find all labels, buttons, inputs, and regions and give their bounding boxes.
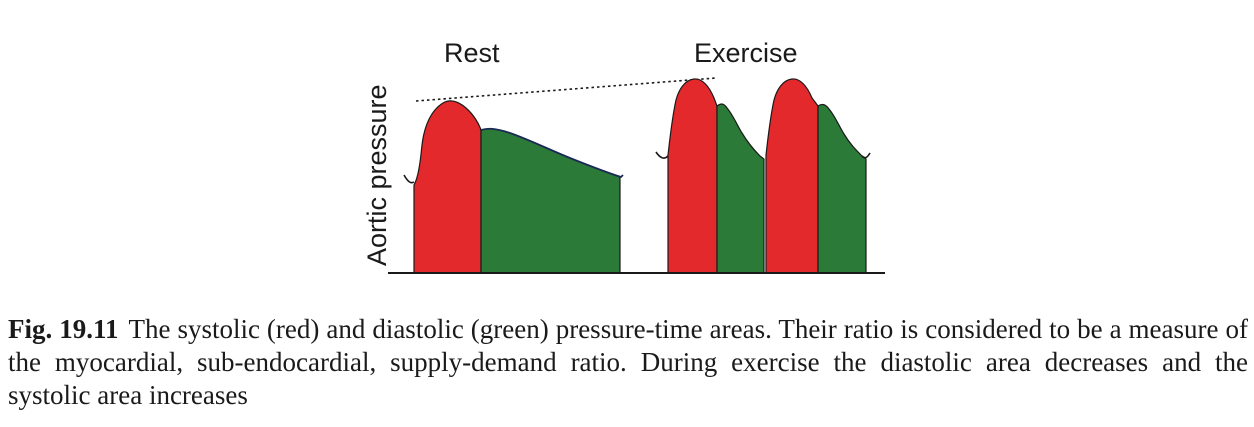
y-axis-label: Aortic pressure xyxy=(362,84,392,266)
figure-caption: Fig. 19.11 The systolic (red) and diastol… xyxy=(8,313,1248,412)
exercise-beat1-diastolic-area xyxy=(716,103,765,274)
rest-pressure-tail-start xyxy=(403,174,415,184)
figure-number: Fig. 19.11 xyxy=(8,314,119,344)
rest-systolic-area xyxy=(413,100,482,274)
rest-label: Rest xyxy=(444,38,500,68)
exercise-beat2-diastolic-area xyxy=(817,103,867,274)
rest-pressure-curve-diastole xyxy=(480,127,624,179)
exercise-label: Exercise xyxy=(694,38,798,68)
exercise-beat1-systolic-area xyxy=(667,78,718,274)
peak-reference-line xyxy=(415,77,717,102)
figure-svg: Aortic pressure Rest Exercise xyxy=(362,38,885,274)
exercise-beat2-tail-end xyxy=(861,152,871,159)
exercise-beat1-tail-start xyxy=(655,151,669,159)
exercise-beat2-systolic-area xyxy=(765,78,819,274)
caption-text: The systolic (red) and diastolic (green)… xyxy=(8,314,1248,410)
pressure-time-figure: Aortic pressure Rest Exercise xyxy=(362,38,885,274)
